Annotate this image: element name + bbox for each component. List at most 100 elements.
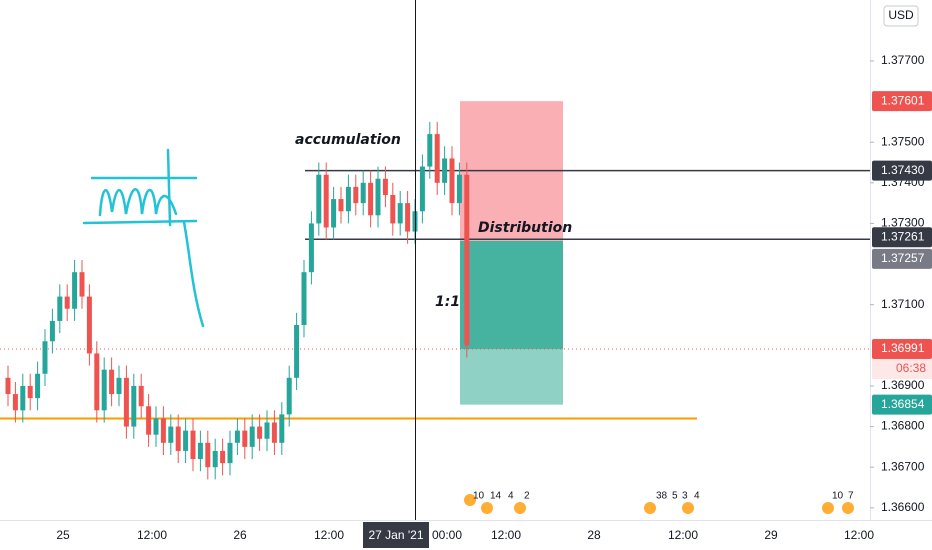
candle-body — [64, 296, 70, 309]
target-zone — [460, 348, 563, 405]
candle-body — [27, 385, 33, 399]
candle-body — [131, 385, 137, 427]
candle-body — [338, 199, 344, 212]
candle-body — [94, 353, 100, 411]
candle-body — [234, 430, 240, 443]
candle-body — [109, 369, 115, 395]
x-tick-label: 25 — [56, 528, 70, 542]
candle-body — [456, 174, 462, 204]
y-tick-label: 1.37500 — [881, 134, 925, 148]
crosshair-time-box — [363, 522, 429, 548]
price-tag-label: 1.36991 — [881, 341, 925, 355]
candle-body — [390, 195, 396, 224]
candle-body — [138, 385, 144, 407]
event-icon[interactable] — [644, 502, 656, 514]
currency-box[interactable] — [883, 5, 919, 27]
price-tag-label: 1.37261 — [881, 229, 925, 243]
event-icon[interactable] — [822, 502, 834, 514]
candle-body — [323, 174, 329, 228]
candle-body — [316, 174, 322, 224]
candle-body — [197, 442, 203, 460]
event-icon[interactable] — [682, 502, 694, 514]
candle-body — [286, 377, 292, 415]
candle-body — [79, 272, 85, 297]
candle-body — [464, 174, 470, 346]
countdown-label: 06:38 — [896, 361, 926, 375]
candle-body — [294, 325, 300, 378]
candle-body — [279, 414, 285, 443]
price-tag-label: 1.36854 — [881, 397, 925, 411]
candle-body — [368, 182, 374, 216]
y-tick-label: 1.37300 — [881, 216, 925, 230]
event-count: 3 — [682, 491, 688, 502]
x-tick-label: 27 Jan '21 — [368, 528, 423, 542]
x-tick-label: 28 — [587, 528, 601, 542]
candle-body — [5, 377, 11, 395]
candle-body — [242, 430, 248, 447]
price-tag-label: 1.37601 — [881, 93, 925, 107]
candle-body — [72, 272, 78, 309]
event-count: 4 — [508, 491, 514, 502]
event-count: 7 — [848, 491, 854, 502]
candle-body — [153, 418, 159, 435]
freehand-drawing — [82, 148, 205, 328]
y-tick-label: 1.36900 — [881, 378, 925, 392]
event-count: 4 — [694, 491, 700, 502]
candle-body — [301, 272, 307, 325]
y-tick-label: 1.36800 — [881, 419, 925, 433]
event-icon[interactable] — [464, 494, 476, 506]
price-tag — [872, 248, 932, 269]
x-tick-label: 29 — [764, 528, 778, 542]
candle-body — [175, 426, 181, 451]
annotation: Distribution — [478, 220, 572, 236]
candle-body — [442, 158, 448, 183]
countdown-tag — [872, 358, 932, 379]
candle-body — [419, 166, 425, 212]
candle-body — [42, 341, 48, 374]
candle-body — [146, 406, 152, 435]
candle-body — [123, 377, 129, 427]
event-icon[interactable] — [514, 502, 526, 514]
price-tag-label: 1.37257 — [881, 251, 925, 265]
candle-body — [212, 450, 218, 468]
candle-body — [375, 178, 381, 216]
candle-body — [434, 134, 440, 183]
candle-body — [308, 223, 314, 273]
price-tag — [872, 91, 932, 112]
event-icon[interactable] — [842, 502, 854, 514]
price-tag — [872, 160, 932, 181]
profit-zone — [460, 240, 563, 349]
annotation: 1:1 — [435, 294, 460, 310]
candle-body — [168, 426, 174, 443]
candle-body — [227, 442, 233, 464]
candle-body — [257, 426, 263, 439]
candle-body — [35, 373, 41, 399]
y-tick-label: 1.37100 — [881, 297, 925, 311]
y-tick-label: 1.36600 — [881, 500, 925, 514]
event-count: 10 — [473, 491, 485, 502]
candle-body — [382, 178, 388, 195]
candle-body — [264, 422, 270, 439]
candle-body — [405, 203, 411, 232]
candle-body — [353, 186, 359, 204]
x-tick-label: 12:00 — [137, 528, 167, 542]
candle-body — [49, 320, 55, 342]
x-tick-label: 12:00 — [314, 528, 344, 542]
candle-body — [360, 182, 366, 204]
x-tick-label: 12:00 — [844, 528, 874, 542]
events: 10 14 4 2 38 5 3 4 10 7 — [464, 491, 854, 514]
x-tick-label: 00:00 — [432, 528, 462, 542]
x-tick-label: 26 — [233, 528, 247, 542]
candle-body — [397, 203, 403, 224]
event-count: 10 — [832, 491, 844, 502]
event-count: 2 — [524, 491, 530, 502]
price-tag — [872, 394, 932, 415]
event-icon[interactable] — [481, 502, 493, 514]
currency-label[interactable]: USD — [888, 8, 914, 22]
candle-body — [205, 442, 211, 468]
price-tag — [872, 227, 932, 248]
candle-body — [220, 450, 226, 464]
y-tick-label: 1.36700 — [881, 459, 925, 473]
candle-body — [331, 199, 337, 228]
